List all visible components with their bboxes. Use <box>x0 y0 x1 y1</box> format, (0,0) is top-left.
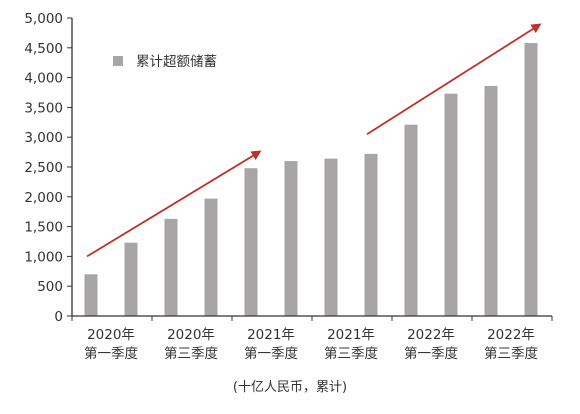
x-label-quarter: 第三季度 <box>484 345 538 362</box>
bar <box>524 43 538 316</box>
bar <box>204 198 218 316</box>
bar <box>164 218 178 316</box>
x-label-year: 2020年 <box>167 327 215 343</box>
x-label-year: 2022年 <box>407 327 455 343</box>
y-axis-ticks: 0 500 1,000 1,500 2,000 2,500 3,000 3,500 4,000 4… <box>24 11 72 325</box>
bar <box>364 153 378 316</box>
legend: 累计超额储蓄 <box>113 54 217 70</box>
x-label-quarter: 第一季度 <box>404 345 458 362</box>
y-tick-label: 3,500 <box>24 100 63 116</box>
bar <box>324 158 338 316</box>
bar <box>404 124 418 317</box>
y-tick-label: 2,500 <box>24 160 63 176</box>
bar <box>484 85 498 316</box>
bar <box>244 168 258 316</box>
y-tick-label: 1,000 <box>24 249 63 265</box>
y-tick-label: 4,500 <box>24 41 63 57</box>
y-tick-label: 3,000 <box>24 130 63 146</box>
x-label-quarter: 第一季度 <box>84 345 138 362</box>
bar <box>84 274 98 316</box>
y-tick-label: 4,000 <box>24 71 63 87</box>
y-tick-label: 0 <box>54 309 63 325</box>
x-label-year: 2021年 <box>327 327 375 343</box>
legend-swatch <box>113 56 123 66</box>
bar <box>444 93 458 316</box>
x-label-year: 2022年 <box>487 327 535 343</box>
bar-series <box>84 43 538 317</box>
x-label-year: 2020年 <box>87 327 135 343</box>
bar <box>124 242 138 316</box>
y-tick-label: 2,000 <box>24 190 63 206</box>
y-tick-label: 1,500 <box>24 220 63 236</box>
y-tick-label: 500 <box>37 279 63 295</box>
x-label-quarter: 第一季度 <box>244 345 298 362</box>
legend-label: 累计超额储蓄 <box>136 54 217 70</box>
x-label-quarter: 第三季度 <box>164 345 218 362</box>
y-tick-label: 5,000 <box>24 11 63 27</box>
x-label-year: 2021年 <box>247 327 295 343</box>
trend-arrows <box>86 23 542 258</box>
x-label-quarter: 第三季度 <box>324 345 378 362</box>
trend-arrow <box>366 23 542 135</box>
unit-note: (十亿人民币，累计) <box>233 380 347 395</box>
bar <box>284 161 298 316</box>
axes <box>71 18 553 321</box>
trend-arrow <box>86 150 262 258</box>
